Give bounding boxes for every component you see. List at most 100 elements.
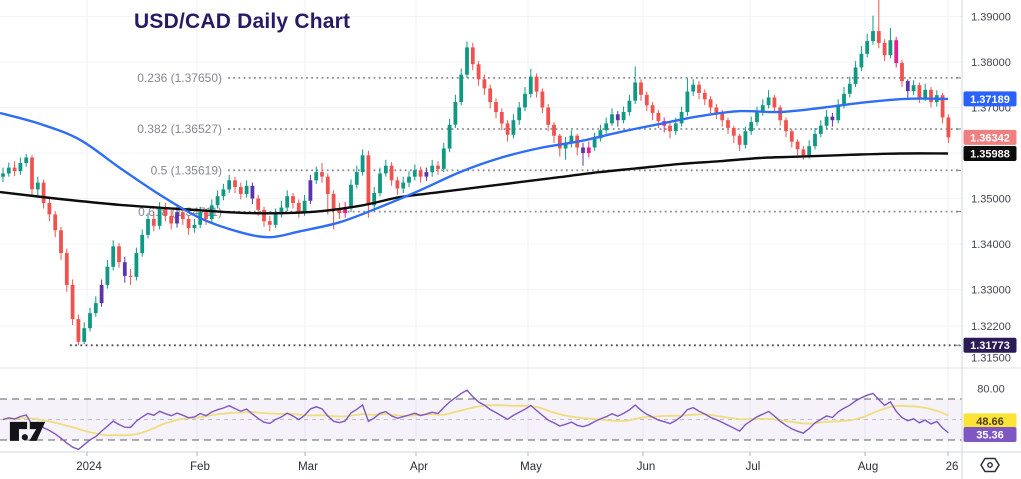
rsi-value-badge-text: 35.36: [976, 429, 1004, 441]
candle-body: [215, 196, 220, 206]
rsi-value-badge: 35.36: [963, 427, 1017, 442]
candle-body: [320, 172, 324, 177]
price-tick-label: 1.31500: [971, 353, 1011, 365]
candle-body: [412, 170, 417, 177]
candle-body: [784, 120, 788, 132]
tradingview-logo[interactable]: [9, 417, 47, 443]
candle-body: [302, 200, 307, 213]
tradingview-logo-dot: [21, 434, 28, 441]
candle-body: [650, 105, 655, 113]
candle-body: [267, 221, 272, 225]
candle-body: [30, 157, 34, 190]
candle-body: [673, 123, 678, 132]
time-tick-label: 26: [946, 461, 959, 473]
candle-body: [47, 203, 52, 215]
candle-body: [366, 155, 371, 206]
candle-body: [244, 185, 249, 194]
candle-body: [627, 100, 632, 113]
price-axis[interactable]: 1.390001.380001.370001.350001.340001.330…: [956, 11, 1017, 442]
candle-body: [169, 215, 174, 224]
candle-body: [586, 147, 591, 153]
candle-body: [395, 180, 400, 189]
rsi-ma-value-badge-bg: [963, 413, 1017, 429]
candle-body: [273, 214, 278, 225]
candle-body: [691, 84, 696, 92]
time-tick-label: May: [520, 461, 542, 473]
candle-body: [407, 176, 411, 183]
last-price-badge: 1.36342: [963, 129, 1017, 145]
last-price-badge-bg: [963, 129, 1017, 145]
ma-fast-price-badge-text: 1.37189: [970, 94, 1010, 106]
candle-body: [778, 107, 783, 121]
candle-body: [291, 196, 295, 203]
candle-body: [644, 94, 649, 106]
candle-body: [633, 82, 638, 101]
candle-body: [146, 219, 150, 235]
candle-body: [424, 172, 429, 177]
settings-hexagon-center: [987, 462, 993, 468]
price-tick-label: 1.32200: [971, 321, 1011, 333]
candle-body: [534, 76, 539, 92]
candle-body: [853, 67, 858, 84]
candle-body: [360, 155, 365, 173]
candle-body: [714, 107, 719, 113]
candle-body: [186, 219, 191, 229]
time-tick-label: Jul: [746, 461, 761, 473]
gridlines: [0, 0, 962, 452]
candle-body: [546, 107, 551, 125]
candle-body: [256, 198, 261, 210]
candle-body: [789, 131, 794, 142]
time-axis[interactable]: 2024 Feb Mar Apr May Jun Jul Aug 26: [76, 452, 958, 473]
candle-body: [610, 114, 614, 124]
candle-body: [262, 209, 266, 222]
fib-level-label: 0.5 (1.35619): [151, 163, 222, 177]
last-price-badge-text: 1.36342: [970, 132, 1010, 144]
candle-body: [436, 165, 440, 169]
candle-body: [911, 85, 916, 92]
candle-body: [378, 173, 382, 194]
candle-body: [708, 99, 713, 108]
candle-body: [604, 123, 609, 131]
candle-body: [430, 165, 435, 173]
ma-slow-price-badge-text: 1.35988: [970, 148, 1010, 160]
candle-body: [221, 189, 226, 197]
candle-body: [343, 208, 348, 214]
candle-body: [111, 246, 116, 267]
ma-fast-line: [0, 97, 949, 239]
candle-body: [737, 135, 742, 145]
chart-settings-icon[interactable]: [978, 455, 1002, 475]
candle-body: [204, 212, 208, 219]
candle-body: [726, 120, 730, 128]
candle-body: [279, 207, 284, 215]
candle-body: [517, 107, 522, 121]
candle-body: [441, 148, 446, 169]
rsi-ma-value-badge-text: 48.66: [976, 416, 1004, 428]
fib-retracement: 0.236 (1.37650) 0.382 (1.36527) 0.5 (1.356…: [70, 71, 960, 347]
candle-body: [308, 180, 313, 201]
candle-body: [900, 62, 904, 82]
candle-body: [447, 124, 452, 149]
candle-body: [615, 114, 620, 121]
ma-slow-price-badge: 1.35988: [963, 146, 1017, 161]
candle-body: [233, 180, 237, 188]
candle-body: [731, 128, 736, 136]
rsi-line: [2, 389, 949, 451]
time-tick-label: Aug: [858, 461, 878, 473]
candle-body: [459, 74, 464, 102]
candle-body: [250, 185, 255, 199]
candle-body: [354, 172, 359, 185]
candle-body: [876, 31, 881, 43]
settings-hexagon: [980, 457, 1000, 473]
candle-body: [656, 113, 661, 122]
candle-body: [35, 182, 40, 190]
candlesticks: [1, 0, 951, 346]
candle-body: [488, 88, 493, 103]
candle-body: [401, 182, 406, 189]
candle-body: [679, 112, 684, 124]
candle-body: [482, 79, 487, 89]
candle-body: [888, 40, 893, 56]
candle-body: [314, 172, 319, 181]
candle-body: [894, 40, 899, 63]
candle-body: [540, 91, 545, 108]
